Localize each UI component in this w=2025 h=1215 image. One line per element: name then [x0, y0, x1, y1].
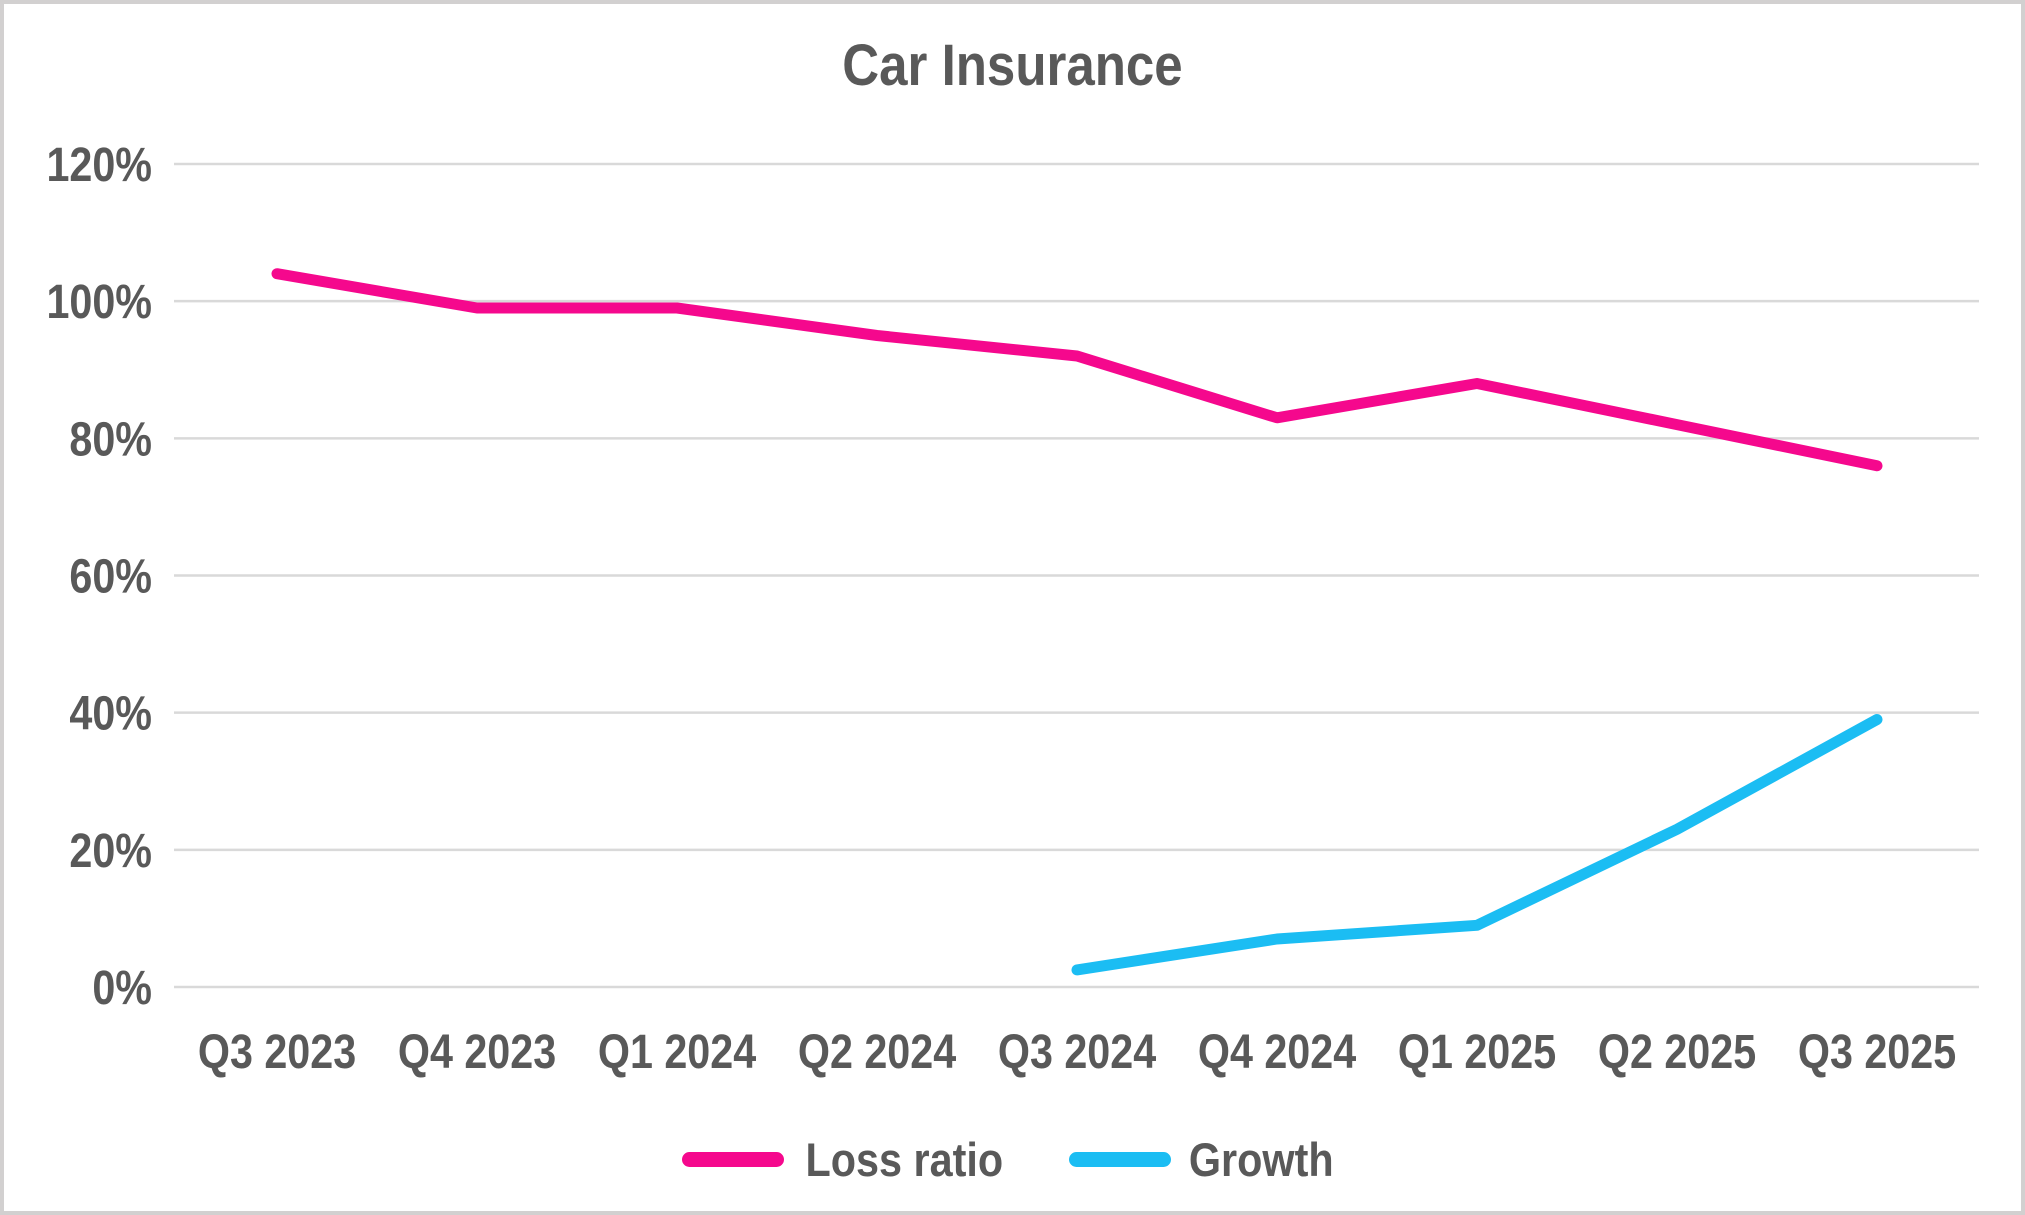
y-axis-tick-label: 120%: [46, 138, 152, 192]
legend-swatch-growth: [1068, 1152, 1171, 1167]
x-axis-tick-label: Q3 2025: [1798, 1025, 1956, 1079]
x-axis-tick-label: Q1 2025: [1398, 1025, 1556, 1079]
x-axis-tick-label: Q1 2024: [598, 1025, 756, 1079]
legend-label-growth: Growth: [1188, 1133, 1334, 1186]
y-axis-tick-label: 40%: [69, 687, 152, 741]
x-axis-tick-label: Q2 2025: [1598, 1025, 1756, 1079]
x-axis-tick-label: Q2 2024: [798, 1025, 956, 1079]
legend-swatch-loss-ratio: [681, 1152, 784, 1167]
chart-legend: Loss ratio Growth: [4, 1132, 2021, 1187]
legend-item-loss-ratio: Loss ratio: [681, 1132, 1017, 1187]
y-axis-tick-label: 20%: [69, 824, 152, 878]
y-axis-tick-label: 80%: [69, 412, 152, 466]
y-axis-tick-label: 60%: [69, 550, 152, 604]
x-axis-tick-label: Q3 2023: [198, 1025, 356, 1079]
chart-title: Car Insurance: [842, 33, 1183, 98]
series-line-loss-ratio: [271, 268, 1883, 472]
line-chart-plot: 0% 20% 40% 60% 80% 100% 120% Q3 2023 Q4 2023 Q1 2…: [46, 138, 1979, 1079]
x-axis-tick-label: Q4 2023: [398, 1025, 556, 1079]
legend-item-growth: Growth: [1068, 1132, 1343, 1187]
x-axis-tick-label: Q3 2024: [998, 1025, 1156, 1079]
y-axis-tick-label: 100%: [46, 275, 152, 329]
series-line-growth: [1071, 714, 1883, 976]
y-axis-tick-label: 0%: [92, 961, 152, 1015]
x-axis-tick-label: Q4 2024: [1198, 1025, 1356, 1079]
legend-label-loss-ratio: Loss ratio: [805, 1133, 1004, 1186]
